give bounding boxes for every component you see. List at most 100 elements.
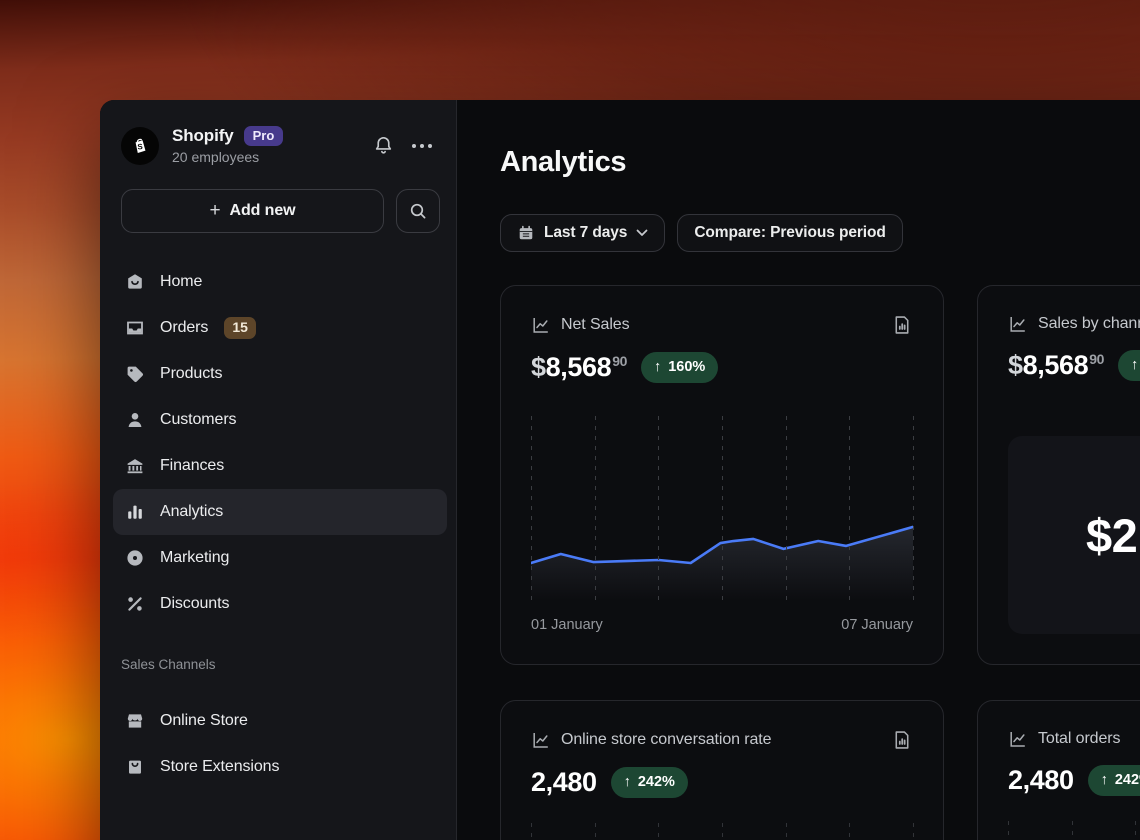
x-axis-start-label: 01 January — [531, 617, 603, 633]
delta-badge: ↑160% — [1117, 349, 1140, 381]
search-icon — [410, 203, 426, 219]
report-doc-icon — [895, 731, 909, 749]
shopify-logo[interactable]: S — [121, 126, 159, 165]
x-axis-end-label: 07 January — [841, 617, 913, 633]
store-employees: 20 employees — [172, 149, 260, 165]
delta-value: 160% — [668, 359, 706, 375]
sidebar-item-label: Products — [160, 365, 223, 382]
sales-channels-heading: Sales Channels — [121, 657, 216, 672]
sidebar-item-orders[interactable]: Orders 15 — [113, 305, 447, 351]
sidebar-item-products[interactable]: Products — [113, 351, 447, 397]
line-chart-icon — [533, 733, 548, 748]
compare-label: Compare: Previous period — [694, 224, 886, 241]
sidebar-item-label: Finances — [160, 457, 225, 474]
sidebar-item-label: Home — [160, 273, 203, 290]
delta-badge: ↑ 242% — [1087, 764, 1140, 796]
ellipsis-icon — [412, 143, 432, 148]
sidebar-item-finances[interactable]: Finances — [113, 443, 447, 489]
value-cents: 90 — [1089, 350, 1104, 367]
main-content: Analytics Last 7 days Compare: Previous … — [457, 100, 1140, 840]
add-new-button[interactable]: + Add new — [121, 189, 384, 233]
orders-count-badge: 15 — [224, 317, 256, 339]
shopping-bag-icon — [124, 756, 146, 778]
conversation-rate-chart — [531, 823, 914, 840]
products-tag-icon — [124, 363, 146, 385]
search-button[interactable] — [396, 189, 440, 233]
report-doc-icon — [895, 316, 909, 334]
sidebar-item-customers[interactable]: Customers — [113, 397, 447, 443]
home-icon — [124, 271, 146, 293]
report-button[interactable] — [891, 314, 913, 336]
discounts-percent-icon — [124, 593, 146, 615]
currency-symbol: $ — [1008, 349, 1023, 380]
conversation-rate-card: Online store conversation rate 2,480 ↑ 24… — [500, 700, 944, 840]
currency-symbol: $ — [531, 351, 546, 382]
delta-value: 242% — [1114, 772, 1140, 788]
sidebar-item-home[interactable]: Home — [113, 259, 447, 305]
card-title: Total orders — [1038, 730, 1121, 747]
add-new-label: Add new — [229, 202, 296, 219]
channel-total-value: $2,480 — [1086, 508, 1140, 562]
delta-badge: ↑ 242% — [610, 766, 688, 798]
date-range-label: Last 7 days — [544, 224, 628, 241]
date-range-button[interactable]: Last 7 days — [500, 214, 666, 252]
notifications-button[interactable] — [372, 134, 395, 157]
sidebar: S Shopify Pro 20 employees — [100, 100, 457, 840]
value-integer: 8,568 — [545, 351, 612, 382]
sidebar-item-label: Store Extensions — [160, 758, 280, 775]
orders-icon — [124, 317, 146, 339]
bell-icon — [375, 137, 392, 154]
sidebar-item-online-store[interactable]: Online Store — [113, 698, 447, 744]
sidebar-nav: Home Orders 15 Products Customers — [100, 259, 456, 627]
sidebar-item-label: Marketing — [160, 549, 230, 566]
sidebar-item-label: Analytics — [160, 503, 224, 520]
report-button[interactable] — [891, 729, 913, 751]
sidebar-item-discounts[interactable]: Discounts — [113, 581, 447, 627]
card-title: Sales by channel — [1038, 315, 1140, 332]
plus-icon: + — [209, 200, 221, 221]
net-sales-chart — [531, 416, 914, 604]
sales-by-channel-value: $8,568 90 — [1008, 350, 1104, 381]
store-info: Shopify Pro 20 employees — [172, 126, 284, 165]
chevron-down-icon — [636, 229, 648, 236]
compare-button[interactable]: Compare: Previous period — [677, 214, 903, 252]
svg-text:S: S — [137, 142, 143, 151]
more-menu-button[interactable] — [412, 143, 432, 148]
plan-badge: Pro — [243, 126, 284, 146]
shopify-bag-icon: S — [135, 138, 146, 153]
arrow-up-icon: ↑ — [1100, 772, 1108, 788]
card-title: Online store conversation rate — [561, 731, 772, 748]
metric-cards-grid: Net Sales $8,568 90 ↑ 160% 01 January 07 J… — [500, 285, 1140, 840]
arrow-up-icon: ↑ — [623, 774, 631, 790]
delta-badge: ↑160% — [640, 351, 719, 383]
line-chart-icon — [1010, 317, 1025, 332]
store-header: S Shopify Pro 20 employees — [100, 100, 456, 165]
marketing-icon — [124, 547, 146, 569]
sidebar-item-marketing[interactable]: Marketing — [113, 535, 447, 581]
total-orders-value: 2,480 — [1008, 764, 1074, 795]
delta-value: 242% — [637, 774, 675, 790]
line-chart-icon — [1010, 732, 1025, 747]
filters-row: Last 7 days Compare: Previous period — [500, 214, 1140, 252]
sidebar-item-analytics[interactable]: Analytics — [113, 489, 447, 535]
customers-person-icon — [124, 409, 146, 431]
value-integer: 8,568 — [1022, 349, 1089, 380]
arrow-up-icon: ↑ — [1130, 357, 1139, 373]
storefront-icon — [124, 710, 146, 732]
conversation-rate-value: 2,480 — [531, 766, 597, 797]
sidebar-item-label: Customers — [160, 411, 237, 428]
analytics-bars-icon — [124, 501, 146, 523]
net-sales-card: Net Sales $8,568 90 ↑ 160% 01 January 07 J… — [500, 285, 944, 665]
card-title: Net Sales — [561, 316, 630, 333]
page-title: Analytics — [500, 146, 627, 178]
sales-channels-nav: Online Store Store Extensions — [100, 698, 456, 790]
total-orders-card: Total orders 2,480 ↑ 242% — [977, 700, 1140, 840]
line-chart-icon — [533, 318, 548, 333]
total-orders-chart — [1008, 821, 1140, 840]
sidebar-item-label: Orders — [160, 319, 209, 336]
sidebar-item-store-extensions[interactable]: Store Extensions — [113, 744, 447, 790]
calendar-icon — [519, 225, 533, 240]
shopify-admin-window: S Shopify Pro 20 employees — [100, 100, 1140, 840]
value-cents: 90 — [612, 352, 627, 369]
